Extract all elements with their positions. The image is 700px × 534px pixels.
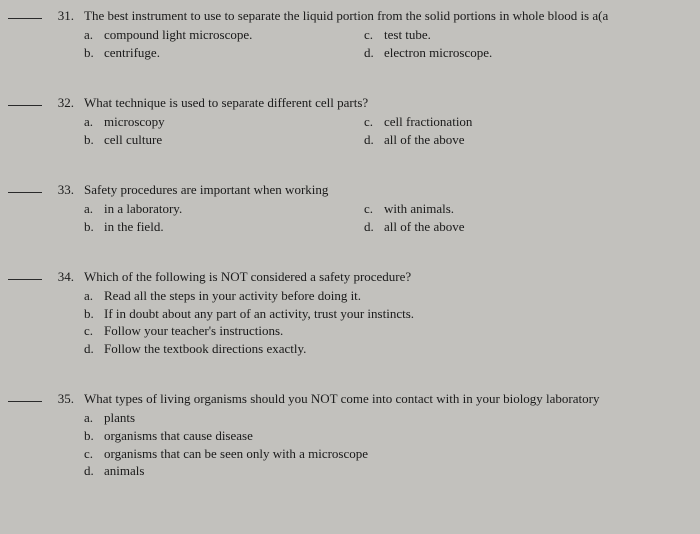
- option-letter: b.: [84, 131, 104, 149]
- option-letter: a.: [84, 200, 104, 218]
- option-text: animals: [104, 462, 144, 480]
- option: b.cell culture: [84, 131, 364, 149]
- options-left: a.microscopy b.cell culture: [84, 113, 364, 148]
- question-row: 31. The best instrument to use to separa…: [8, 8, 700, 61]
- option-text: centrifuge.: [104, 44, 160, 62]
- question-row: 32. What technique is used to separate d…: [8, 95, 700, 148]
- option-text: Follow the textbook directions exactly.: [104, 340, 306, 358]
- question-body: The best instrument to use to separate t…: [84, 8, 700, 61]
- option-letter: b.: [84, 44, 104, 62]
- option-text: microscopy: [104, 113, 165, 131]
- option-text: compound light microscope.: [104, 26, 252, 44]
- question-stem: Safety procedures are important when wor…: [84, 182, 700, 198]
- option: c.organisms that can be seen only with a…: [84, 445, 700, 463]
- option: c.test tube.: [364, 26, 492, 44]
- answer-blank[interactable]: [8, 18, 42, 19]
- option-text: cell culture: [104, 131, 162, 149]
- option-text: all of the above: [384, 218, 465, 236]
- options-right: c.with animals. d.all of the above: [364, 200, 465, 235]
- options-right: c.test tube. d.electron microscope.: [364, 26, 492, 61]
- question-number: 32.: [48, 95, 84, 111]
- option-text: Read all the steps in your activity befo…: [104, 287, 361, 305]
- question-stem: The best instrument to use to separate t…: [84, 8, 700, 24]
- option: b.organisms that cause disease: [84, 427, 700, 445]
- options: a.in a laboratory. b.in the field. c.wit…: [84, 200, 700, 235]
- options-right: c.cell fractionation d.all of the above: [364, 113, 472, 148]
- option: d.electron microscope.: [364, 44, 492, 62]
- option: d.all of the above: [364, 131, 472, 149]
- options: a.compound light microscope. b.centrifug…: [84, 26, 700, 61]
- question-stem: What types of living organisms should yo…: [84, 391, 700, 407]
- option-text: organisms that can be seen only with a m…: [104, 445, 368, 463]
- option-letter: a.: [84, 287, 104, 305]
- option: d.Follow the textbook directions exactly…: [84, 340, 700, 358]
- question-body: What types of living organisms should yo…: [84, 391, 700, 479]
- option-text: organisms that cause disease: [104, 427, 253, 445]
- option: d.animals: [84, 462, 700, 480]
- worksheet-page: 31. The best instrument to use to separa…: [0, 0, 700, 480]
- option-letter: d.: [364, 218, 384, 236]
- option: a.plants: [84, 409, 700, 427]
- option-text: test tube.: [384, 26, 431, 44]
- option: c.cell fractionation: [364, 113, 472, 131]
- option: a.Read all the steps in your activity be…: [84, 287, 700, 305]
- option: b.If in doubt about any part of an activ…: [84, 305, 700, 323]
- question-stem: What technique is used to separate diffe…: [84, 95, 700, 111]
- option-text: with animals.: [384, 200, 454, 218]
- option-letter: c.: [84, 445, 104, 463]
- option-text: If in doubt about any part of an activit…: [104, 305, 414, 323]
- option-text: all of the above: [384, 131, 465, 149]
- option-letter: a.: [84, 409, 104, 427]
- option-letter: b.: [84, 427, 104, 445]
- options: a.Read all the steps in your activity be…: [84, 287, 700, 357]
- option: a.microscopy: [84, 113, 364, 131]
- question-number: 35.: [48, 391, 84, 407]
- question-stem: Which of the following is NOT considered…: [84, 269, 700, 285]
- option-letter: d.: [84, 340, 104, 358]
- question-body: What technique is used to separate diffe…: [84, 95, 700, 148]
- option-letter: b.: [84, 305, 104, 323]
- options: a.microscopy b.cell culture c.cell fract…: [84, 113, 700, 148]
- option: d.all of the above: [364, 218, 465, 236]
- option-letter: a.: [84, 113, 104, 131]
- option: b.centrifuge.: [84, 44, 364, 62]
- question-row: 34. Which of the following is NOT consid…: [8, 269, 700, 357]
- option-letter: d.: [364, 131, 384, 149]
- option-letter: c.: [364, 113, 384, 131]
- option-text: Follow your teacher's instructions.: [104, 322, 283, 340]
- question-number: 31.: [48, 8, 84, 24]
- option-text: electron microscope.: [384, 44, 492, 62]
- option: b.in the field.: [84, 218, 364, 236]
- option-letter: c.: [84, 322, 104, 340]
- option-text: cell fractionation: [384, 113, 472, 131]
- option-text: plants: [104, 409, 135, 427]
- question-number: 33.: [48, 182, 84, 198]
- option: c.Follow your teacher's instructions.: [84, 322, 700, 340]
- question-row: 33. Safety procedures are important when…: [8, 182, 700, 235]
- option-letter: b.: [84, 218, 104, 236]
- option-letter: c.: [364, 26, 384, 44]
- option-text: in a laboratory.: [104, 200, 182, 218]
- answer-blank[interactable]: [8, 401, 42, 402]
- option: c.with animals.: [364, 200, 465, 218]
- option: a.in a laboratory.: [84, 200, 364, 218]
- option-letter: c.: [364, 200, 384, 218]
- options: a.plants b.organisms that cause disease …: [84, 409, 700, 479]
- option-letter: a.: [84, 26, 104, 44]
- question-number: 34.: [48, 269, 84, 285]
- answer-blank[interactable]: [8, 192, 42, 193]
- option: a.compound light microscope.: [84, 26, 364, 44]
- question-body: Which of the following is NOT considered…: [84, 269, 700, 357]
- question-row: 35. What types of living organisms shoul…: [8, 391, 700, 479]
- option-text: in the field.: [104, 218, 164, 236]
- option-letter: d.: [364, 44, 384, 62]
- options-left: a.in a laboratory. b.in the field.: [84, 200, 364, 235]
- options-left: a.compound light microscope. b.centrifug…: [84, 26, 364, 61]
- question-body: Safety procedures are important when wor…: [84, 182, 700, 235]
- answer-blank[interactable]: [8, 279, 42, 280]
- option-letter: d.: [84, 462, 104, 480]
- answer-blank[interactable]: [8, 105, 42, 106]
